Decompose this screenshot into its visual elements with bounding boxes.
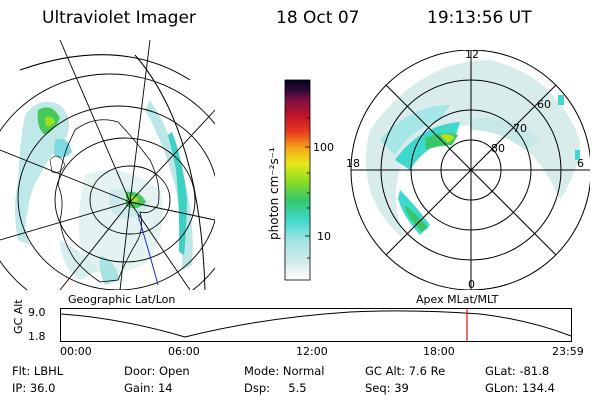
colorbar-tick-10: 10 [317, 230, 331, 243]
mlt-spokes [351, 50, 590, 290]
time-tick-1200: 12:00 [296, 345, 328, 358]
status-glat: GLat: -81.8 [485, 364, 550, 378]
altitude-ytick-9: 9.0 [28, 306, 46, 319]
status-filter: Flt: LBHL [12, 364, 64, 378]
earth-limb [134, 54, 206, 290]
mlat-label-80: 80 [491, 142, 505, 155]
status-ip: IP: 36.0 [12, 381, 56, 395]
altitude-curve [60, 310, 572, 338]
mlt-label-12: 12 [465, 48, 479, 61]
colorbar-scale [284, 79, 311, 281]
mlt-label-0: 0 [468, 278, 475, 291]
polar-mlt-map [350, 50, 590, 290]
mlt-label-18: 18 [346, 157, 360, 170]
status-gain: Gain: 14 [124, 381, 173, 395]
instrument-title: Ultraviolet Imager [42, 8, 196, 28]
colorbar [284, 79, 311, 281]
time-tick-0000: 00:00 [60, 345, 92, 358]
mlat-label-70: 70 [513, 122, 527, 135]
status-mode: Mode: Normal [244, 364, 325, 378]
longitude-grid [0, 40, 215, 290]
colorbar-tick-100: 100 [313, 141, 334, 154]
colorbar-unit-label: photon cm⁻²s⁻¹ [267, 147, 281, 240]
geographic-caption: Geographic Lat/Lon [68, 293, 176, 306]
time-tick-1800: 18:00 [423, 345, 455, 358]
date-label: 18 Oct 07 [276, 8, 360, 28]
coastline [57, 119, 160, 283]
aurora-emission-polar [366, 60, 580, 240]
status-dsp: Dsp: 5.5 [244, 381, 307, 395]
mlt-label-6: 6 [577, 157, 584, 170]
time-tick-2359: 23:59 [552, 345, 584, 358]
altitude-ytick-1: 1.8 [28, 330, 46, 343]
mlat-label-60: 60 [537, 98, 551, 111]
latitude-grid [0, 73, 215, 290]
terminator-line [137, 214, 159, 286]
status-gc-alt: GC Alt: 7.6 Re [365, 364, 446, 378]
altitude-ylabel: GC Alt [12, 299, 25, 334]
status-glon: GLon: 134.4 [485, 381, 555, 395]
status-seq: Seq: 39 [365, 381, 409, 395]
polar-caption: Apex MLat/MLT [416, 293, 499, 306]
time-label: 19:13:56 UT [427, 8, 532, 28]
geographic-map [0, 40, 215, 290]
time-tick-0600: 06:00 [168, 345, 200, 358]
altitude-plot [60, 308, 572, 342]
status-door: Door: Open [124, 364, 190, 378]
